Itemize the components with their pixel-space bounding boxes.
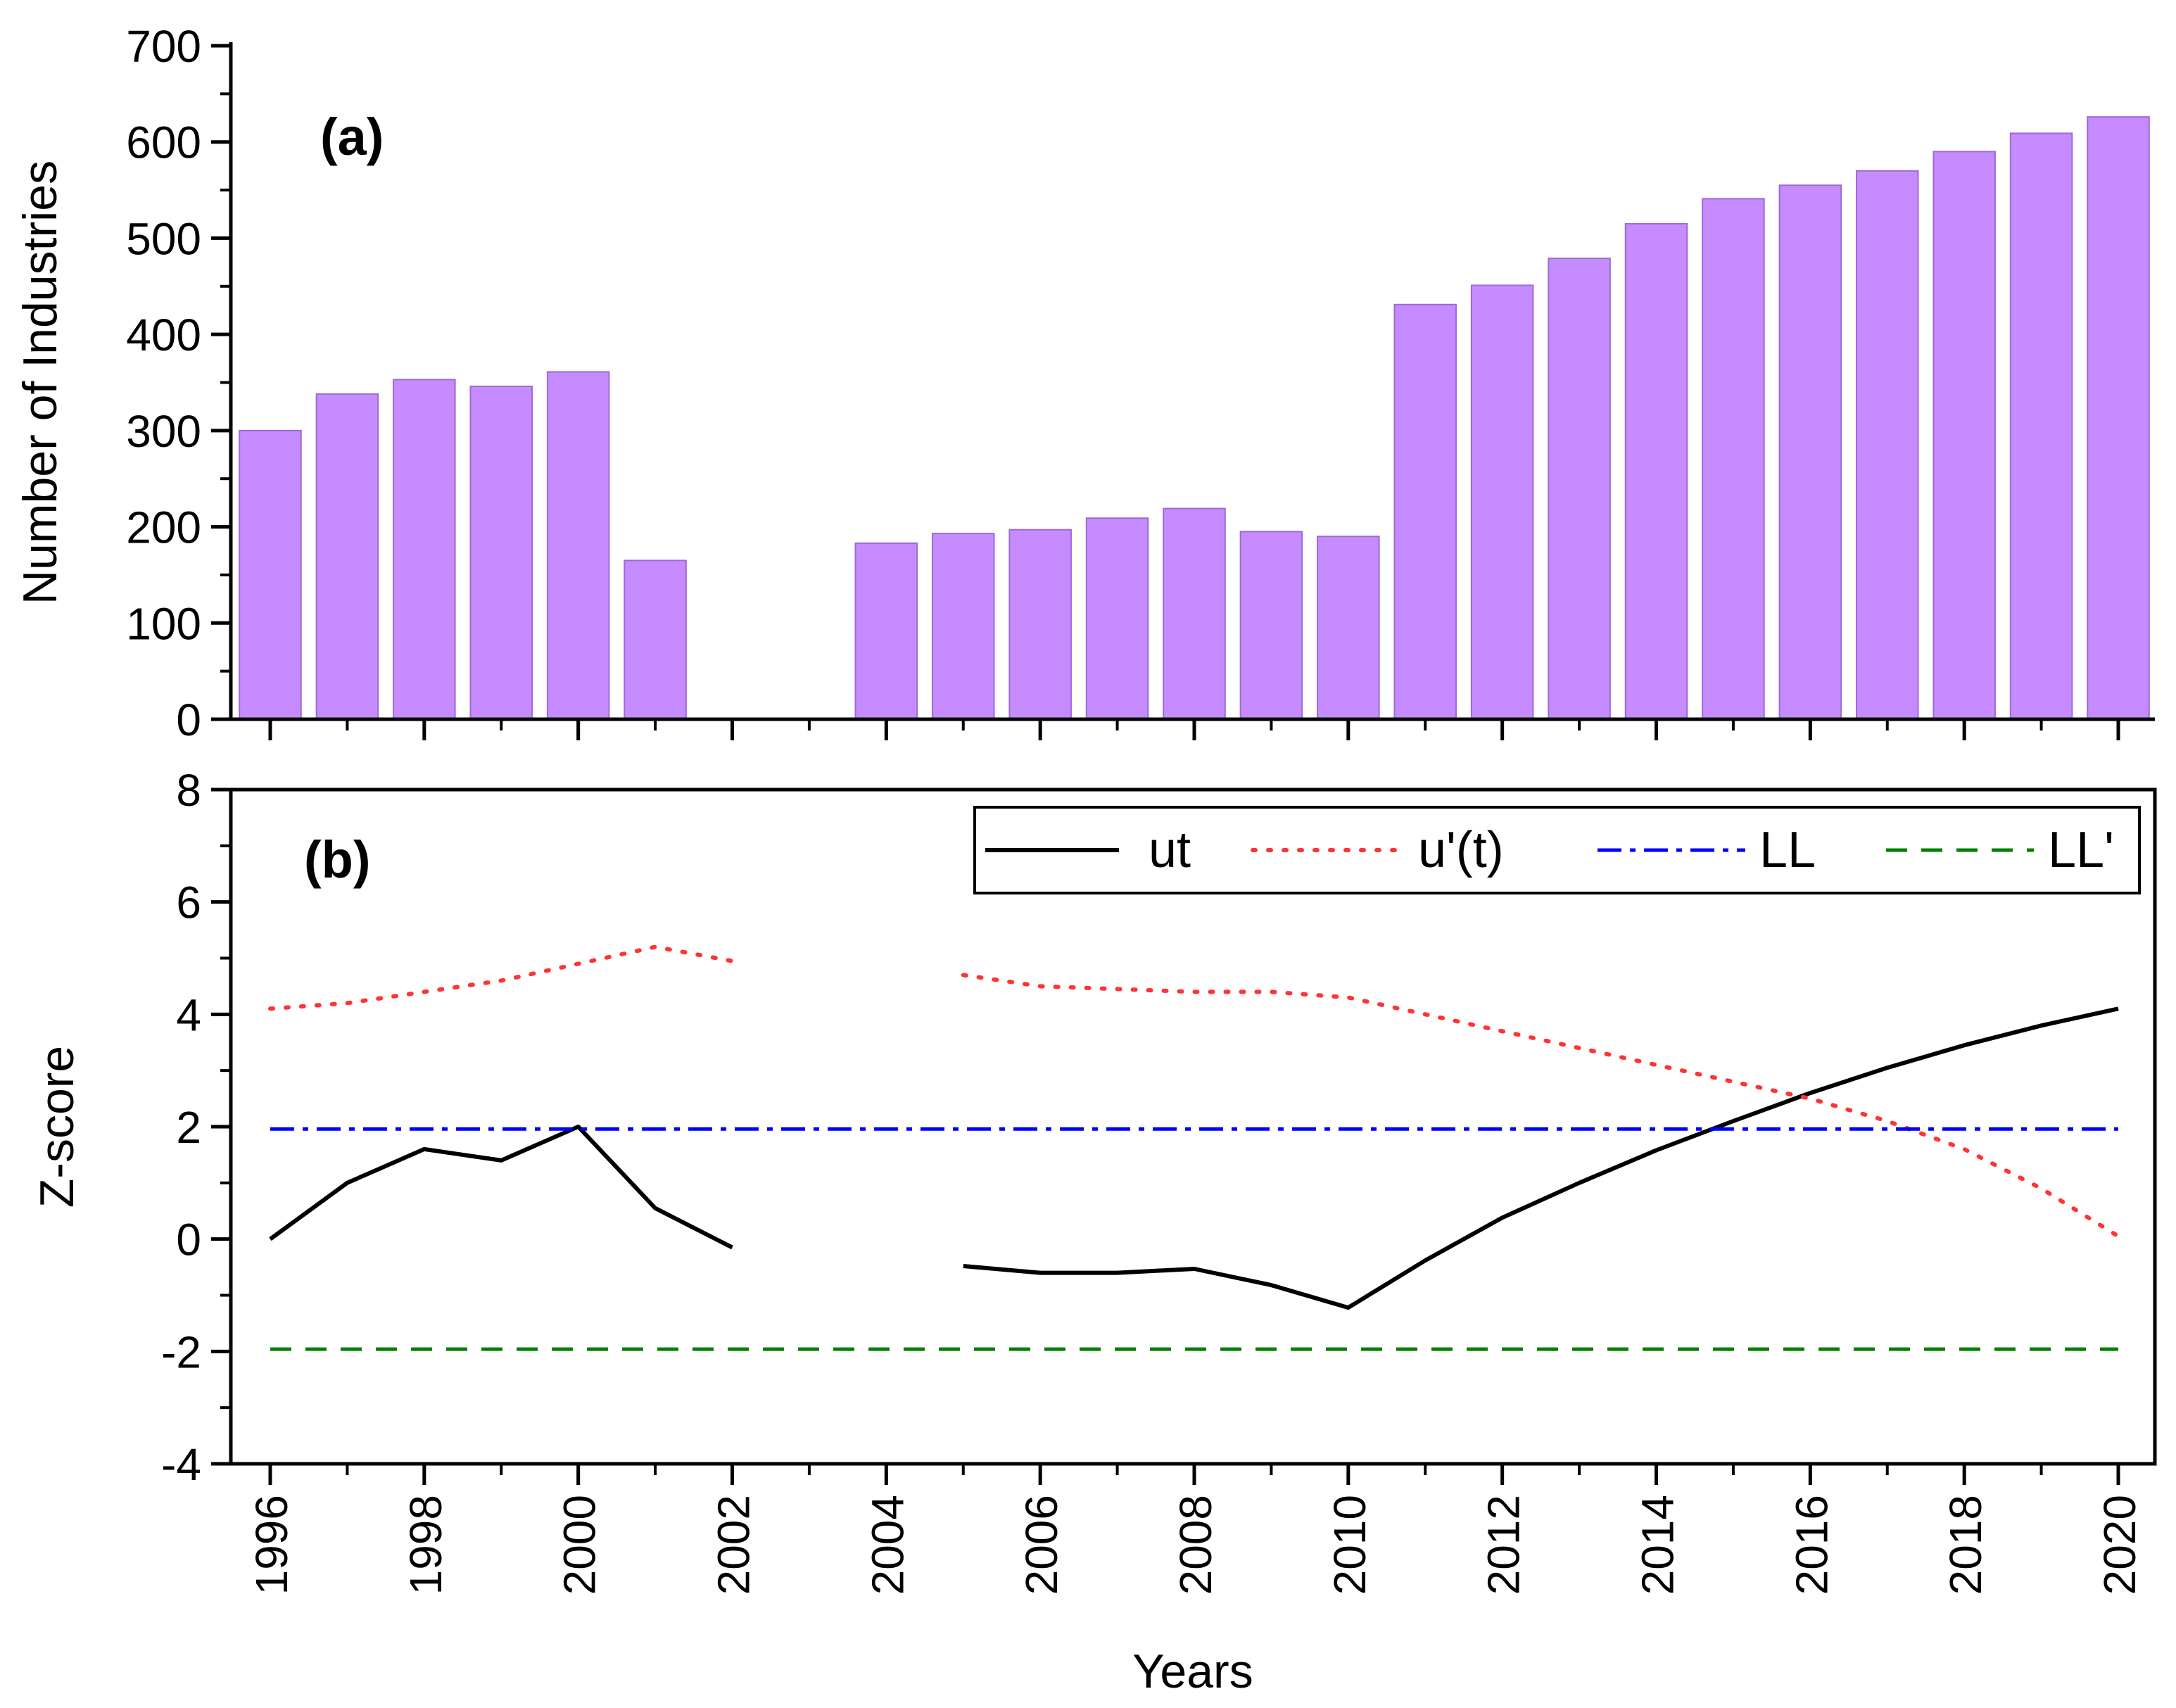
y-tick-label: 500 [126, 213, 201, 264]
bar-2006 [1008, 529, 1072, 720]
bar-2016 [1778, 184, 1842, 720]
y-tick-label: 200 [126, 502, 201, 553]
y-tick-label: 8 [176, 765, 201, 816]
bars-group [239, 116, 2150, 721]
bar-2018 [1933, 151, 1996, 720]
bar-2014 [1624, 222, 1688, 720]
bar-1999 [469, 385, 533, 720]
legend-box [973, 806, 2141, 894]
y-axis-title: Number of Industries [13, 160, 67, 605]
panel-a-bar-chart: 0 100 200 300 400 500 600 700 (a) Number of Ind… [13, 21, 2155, 745]
bar-2005 [931, 533, 995, 720]
bar-2019 [2009, 132, 2073, 721]
bar-1996 [239, 429, 302, 720]
x-tick-label: 2008 [1170, 1495, 1221, 1595]
series-line-u-prime-t-segment-2 [961, 973, 2120, 1239]
y-tick-label: 600 [126, 118, 201, 168]
panel-b-line-chart: -4 -2 0 2 4 6 8 1996 1998 2000 2002 2004 2006 2008 20… [30, 765, 2157, 1698]
y-tick-label: 100 [126, 598, 201, 649]
bar-2017 [1855, 170, 1919, 720]
bar-2007 [1085, 517, 1149, 720]
y-tick-label: 400 [126, 310, 201, 360]
y-tick-label: 0 [176, 695, 201, 745]
y-axis-title: Z-score [30, 1046, 84, 1208]
y-axis-ticks: 0 100 200 300 400 500 600 700 [126, 21, 231, 745]
y-tick-label: 0 [176, 1215, 201, 1265]
bar-1997 [315, 393, 379, 720]
y-tick-label: 6 [176, 878, 201, 928]
bar-2010 [1317, 536, 1380, 720]
y-tick-label: 300 [126, 406, 201, 457]
x-axis-ticks: 1996 1998 2000 2002 2004 2006 2008 2010 2012 2014… [246, 1464, 2145, 1595]
x-tick-label: 1996 [246, 1495, 297, 1595]
series-line-ut-segment-2 [963, 1006, 2119, 1310]
y-tick-label: 4 [176, 989, 201, 1040]
x-tick-label: 2000 [555, 1495, 605, 1595]
x-tick-label: 2016 [1786, 1495, 1837, 1595]
y-axis-ticks: -4 -2 0 2 4 6 8 [161, 765, 231, 1490]
x-tick-label: 2012 [1479, 1495, 1529, 1595]
legend-label-ll: LL [1759, 822, 1816, 878]
series-line-u-prime-t-segment-1 [268, 944, 735, 1011]
bar-2008 [1163, 507, 1226, 720]
y-tick-label: 700 [126, 21, 201, 72]
x-tick-label: 1998 [400, 1495, 451, 1595]
bar-2001 [624, 559, 687, 721]
bar-2000 [546, 371, 610, 720]
legend-label-ll-prime: LL' [2048, 822, 2114, 878]
bar-2004 [854, 542, 918, 721]
y-tick-label: -2 [161, 1327, 201, 1377]
x-axis-ticks [268, 719, 2120, 740]
x-tick-label: 2020 [2094, 1495, 2145, 1595]
bar-2013 [1548, 258, 1611, 721]
x-tick-label: 2004 [862, 1495, 913, 1595]
x-tick-label: 2010 [1324, 1495, 1375, 1595]
x-tick-label: 2014 [1633, 1495, 1683, 1595]
bar-2009 [1239, 531, 1303, 721]
bar-2020 [2087, 116, 2150, 720]
y-tick-label: -4 [161, 1439, 201, 1490]
legend: ut u'(t) LL LL' [973, 806, 2141, 894]
y-tick-label: 2 [176, 1102, 201, 1153]
bar-2011 [1393, 303, 1457, 720]
x-tick-label: 2006 [1016, 1495, 1067, 1595]
x-tick-label: 2018 [1940, 1495, 1991, 1595]
bar-2015 [1702, 198, 1765, 720]
panel-label-b: (b) [304, 830, 371, 889]
x-axis-title: Years [1132, 1645, 1253, 1698]
series-lines [268, 944, 2120, 1351]
bar-2012 [1470, 284, 1534, 720]
x-tick-label: 2002 [709, 1495, 759, 1595]
legend-label-ut: ut [1149, 822, 1191, 878]
series-line-ut-segment-1 [269, 1125, 733, 1250]
legend-label-u-prime-t: u'(t) [1418, 822, 1504, 878]
panel-label-a: (a) [320, 108, 384, 166]
bar-1998 [393, 379, 456, 720]
